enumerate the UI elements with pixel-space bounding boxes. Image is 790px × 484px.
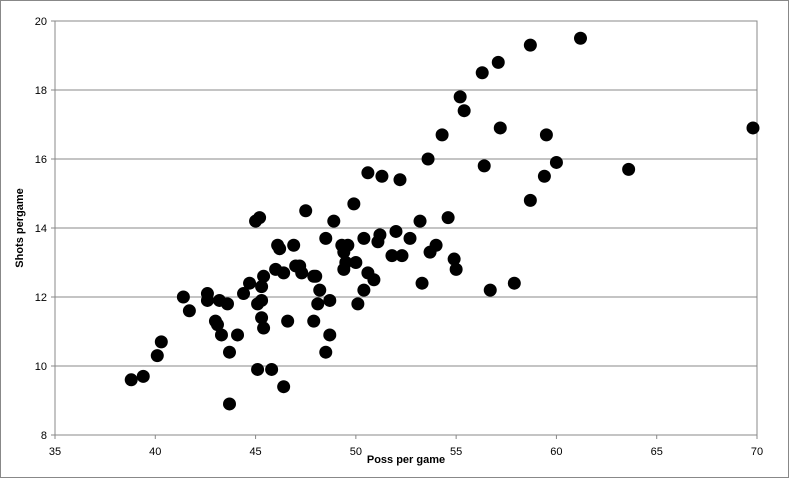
point: [255, 311, 269, 325]
point: [307, 314, 321, 328]
point: [373, 228, 387, 242]
point: [539, 128, 553, 142]
point: [523, 38, 537, 52]
point: [385, 249, 399, 263]
point: [220, 297, 234, 311]
point: [136, 369, 150, 383]
x-tick-label: 40: [149, 446, 161, 458]
point: [222, 345, 236, 359]
point: [395, 249, 409, 263]
y-axis-label: Shots pergame: [14, 188, 26, 267]
point: [447, 252, 461, 266]
point: [475, 66, 489, 80]
point: [493, 121, 507, 135]
y-tick-label: 14: [35, 223, 47, 235]
point: [150, 349, 164, 363]
point: [457, 104, 471, 118]
point: [357, 231, 371, 245]
point: [349, 256, 363, 269]
point: [257, 269, 271, 283]
point: [367, 273, 381, 287]
point: [319, 345, 333, 359]
point: [483, 283, 497, 297]
point: [273, 242, 287, 256]
point: [393, 173, 407, 187]
point: [361, 166, 375, 180]
y-tick-label: 16: [35, 154, 47, 166]
point: [746, 121, 760, 135]
point: [323, 328, 337, 342]
point: [281, 314, 295, 328]
point: [313, 283, 327, 297]
point: [429, 238, 443, 252]
point: [277, 266, 291, 280]
point: [347, 197, 361, 211]
point: [507, 276, 521, 290]
x-tick-label: 50: [350, 446, 362, 458]
x-tick-label: 60: [550, 446, 562, 458]
point: [449, 262, 463, 276]
point: [477, 159, 491, 173]
point: [403, 231, 417, 245]
point: [309, 269, 323, 283]
point: [176, 290, 190, 304]
x-tick-label: 45: [249, 446, 261, 458]
point: [421, 152, 435, 166]
point: [435, 128, 449, 142]
x-tick-label: 65: [651, 446, 663, 458]
point: [351, 297, 365, 311]
point: [124, 373, 138, 387]
point: [339, 256, 353, 269]
point: [413, 214, 427, 228]
point: [319, 231, 333, 245]
point: [214, 328, 228, 342]
y-tick-label: 10: [35, 361, 47, 373]
y-tick-label: 20: [35, 16, 47, 28]
point: [210, 318, 224, 332]
point: [287, 238, 301, 252]
point: [243, 276, 257, 290]
x-tick-label: 35: [49, 446, 61, 458]
point: [255, 293, 269, 307]
y-tick-label: 8: [41, 430, 47, 442]
y-tick-label: 12: [35, 292, 47, 304]
point: [257, 321, 271, 335]
y-tick-label: 18: [35, 85, 47, 97]
point: [253, 211, 267, 225]
point: [231, 328, 245, 342]
point: [537, 169, 551, 183]
x-tick-label: 70: [751, 446, 763, 458]
point: [453, 90, 467, 104]
point: [415, 276, 429, 290]
point: [255, 280, 269, 294]
point: [251, 362, 265, 376]
point: [549, 155, 563, 169]
x-axis-label: Poss per game: [367, 454, 445, 466]
point: [573, 31, 587, 45]
point: [311, 297, 325, 311]
point: [389, 224, 403, 238]
point: [622, 162, 636, 176]
point: [277, 380, 291, 394]
point: [237, 287, 251, 301]
point: [154, 335, 168, 349]
point: [375, 169, 389, 183]
point: [323, 293, 337, 307]
point: [265, 362, 279, 376]
x-tick-label: 55: [450, 446, 462, 458]
point: [523, 193, 537, 207]
point: [200, 293, 214, 307]
point: [295, 266, 309, 280]
point: [341, 238, 355, 252]
point: [222, 397, 236, 411]
point: [491, 55, 505, 69]
point: [441, 211, 455, 225]
point: [357, 283, 371, 297]
point: [182, 304, 196, 318]
point: [299, 204, 313, 218]
point: [327, 214, 341, 228]
